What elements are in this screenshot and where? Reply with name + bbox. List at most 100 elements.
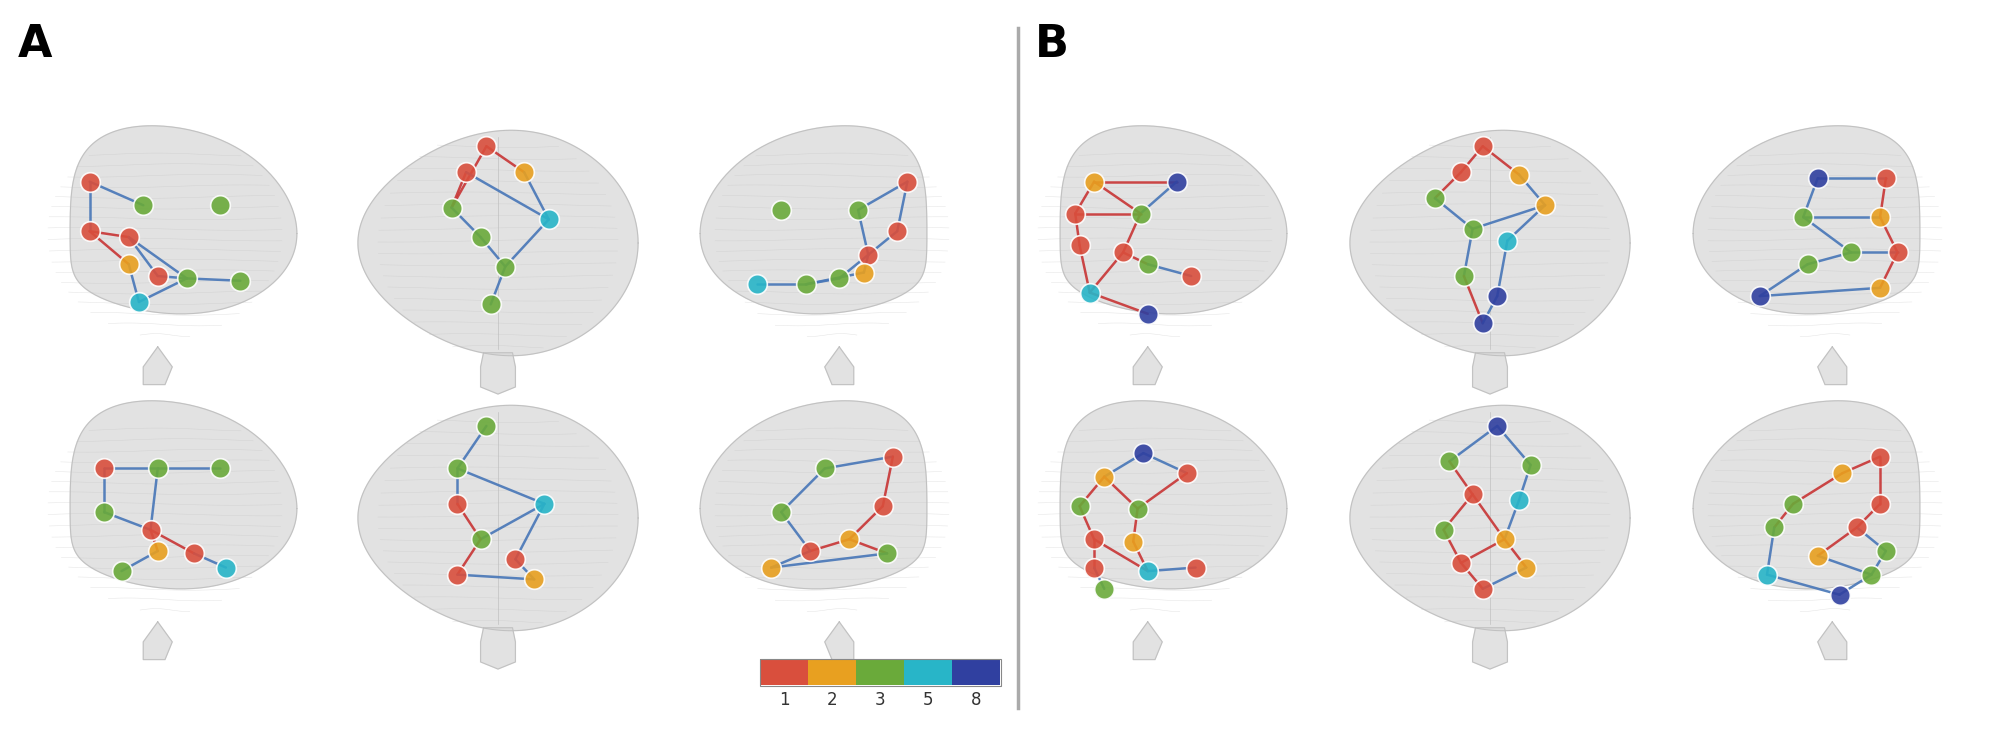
Point <box>74 225 106 237</box>
Point <box>1870 545 1902 557</box>
Text: 2: 2 <box>826 691 838 709</box>
Point <box>436 202 468 213</box>
Point <box>892 176 924 188</box>
Polygon shape <box>1472 627 1508 669</box>
Point <box>1482 420 1514 432</box>
Point <box>1758 522 1790 534</box>
Bar <box>760 658 1000 685</box>
Point <box>122 296 154 308</box>
Point <box>1466 317 1498 329</box>
Point <box>1132 258 1164 270</box>
Polygon shape <box>358 405 638 630</box>
Point <box>1060 207 1092 219</box>
Point <box>442 498 474 509</box>
Point <box>766 204 798 216</box>
Point <box>1744 290 1776 302</box>
Point <box>1510 561 1542 573</box>
Point <box>834 534 866 545</box>
Polygon shape <box>480 627 516 669</box>
Bar <box>760 659 808 685</box>
Point <box>500 553 532 565</box>
Polygon shape <box>700 126 926 314</box>
Point <box>1180 561 1212 573</box>
Point <box>142 463 174 474</box>
Point <box>824 273 856 284</box>
Text: 8: 8 <box>970 691 982 709</box>
Polygon shape <box>70 401 296 589</box>
Point <box>1826 468 1858 479</box>
Point <box>450 166 482 178</box>
Point <box>1492 235 1524 246</box>
Point <box>508 166 540 178</box>
Polygon shape <box>824 347 854 385</box>
Text: B: B <box>1036 23 1068 66</box>
Polygon shape <box>1694 401 1920 589</box>
Point <box>882 225 914 237</box>
Point <box>808 463 840 474</box>
Point <box>112 231 144 243</box>
Point <box>470 141 502 152</box>
Point <box>1074 287 1106 298</box>
Point <box>1448 270 1480 282</box>
Point <box>1170 468 1202 479</box>
Point <box>756 561 788 573</box>
Point <box>1778 498 1810 509</box>
Text: 3: 3 <box>874 691 886 709</box>
Point <box>528 498 560 509</box>
Point <box>128 199 160 211</box>
Point <box>1882 246 1914 258</box>
Point <box>866 501 898 512</box>
Point <box>1064 240 1096 251</box>
Point <box>74 176 106 188</box>
Point <box>1064 501 1096 512</box>
Point <box>1122 503 1154 515</box>
Point <box>178 548 210 559</box>
Point <box>474 298 506 310</box>
Point <box>518 573 550 585</box>
Point <box>1444 166 1476 178</box>
Polygon shape <box>1134 622 1162 660</box>
Point <box>1864 451 1896 463</box>
Point <box>112 258 144 270</box>
Polygon shape <box>144 347 172 385</box>
Bar <box>856 659 904 685</box>
Point <box>1504 169 1536 180</box>
Polygon shape <box>1472 353 1508 394</box>
Point <box>1870 172 1902 184</box>
Point <box>1752 569 1784 581</box>
Point <box>1788 211 1820 223</box>
Point <box>470 420 502 432</box>
Point <box>204 463 236 474</box>
Point <box>532 213 564 225</box>
Point <box>1530 199 1562 211</box>
Polygon shape <box>1134 347 1162 385</box>
Polygon shape <box>824 622 854 660</box>
Point <box>794 545 826 557</box>
Point <box>790 279 822 290</box>
Point <box>1088 583 1120 594</box>
Point <box>210 561 242 573</box>
Point <box>142 270 174 282</box>
Bar <box>808 659 856 685</box>
Polygon shape <box>1694 126 1920 314</box>
Polygon shape <box>70 126 296 314</box>
Polygon shape <box>1818 622 1846 660</box>
Point <box>1504 495 1536 507</box>
Point <box>852 249 884 261</box>
Point <box>88 507 120 518</box>
Point <box>1514 459 1546 471</box>
Point <box>142 545 174 557</box>
Polygon shape <box>480 353 516 394</box>
Polygon shape <box>1350 130 1630 356</box>
Point <box>1078 534 1110 545</box>
Point <box>1128 447 1160 459</box>
Point <box>1176 270 1208 282</box>
Polygon shape <box>358 130 638 356</box>
Point <box>1444 557 1476 569</box>
Polygon shape <box>144 622 172 660</box>
Point <box>1088 471 1120 482</box>
Point <box>740 279 772 290</box>
Point <box>766 507 798 518</box>
Point <box>204 199 236 211</box>
Polygon shape <box>1060 126 1286 314</box>
